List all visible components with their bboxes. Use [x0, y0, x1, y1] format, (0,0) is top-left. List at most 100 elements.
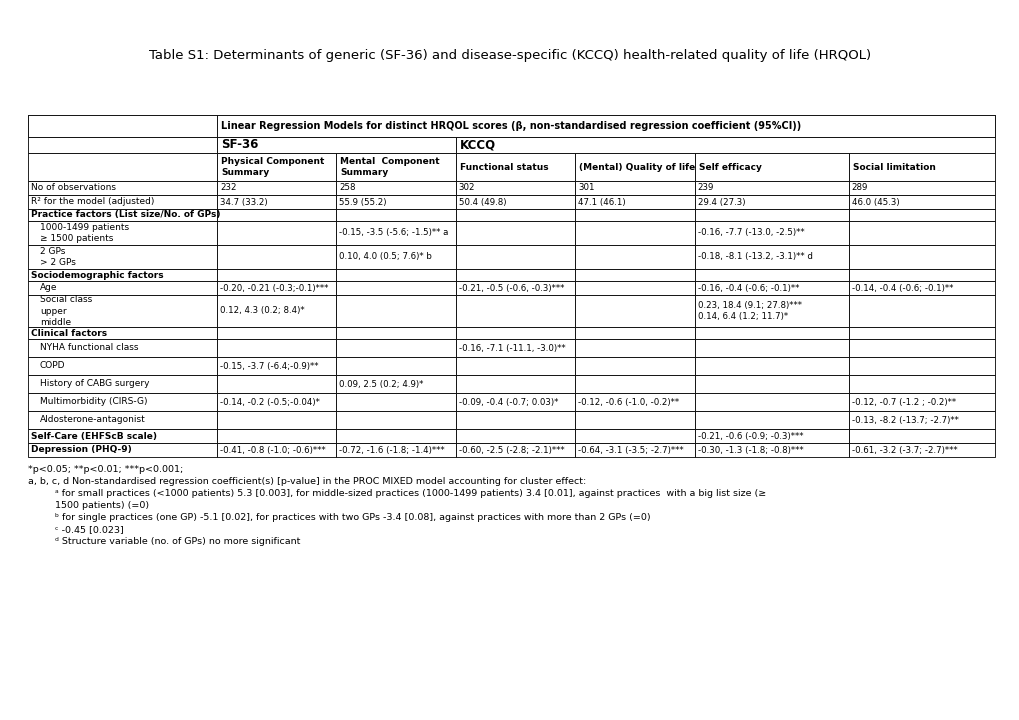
- Bar: [28, 115, 994, 137]
- Bar: [336, 209, 455, 221]
- Bar: [848, 245, 994, 269]
- Text: Aldosterone-antagonist: Aldosterone-antagonist: [40, 415, 146, 425]
- Bar: [336, 375, 455, 393]
- Bar: [848, 195, 994, 209]
- Bar: [575, 245, 694, 269]
- Bar: [694, 269, 848, 281]
- Bar: [848, 269, 994, 281]
- Bar: [28, 153, 217, 181]
- Bar: [217, 181, 336, 195]
- Bar: [455, 429, 575, 443]
- Bar: [848, 357, 994, 375]
- Text: 1500 patients) (=0): 1500 patients) (=0): [28, 501, 149, 510]
- Bar: [694, 411, 848, 429]
- Bar: [28, 281, 217, 295]
- Bar: [336, 269, 455, 281]
- Bar: [694, 375, 848, 393]
- Text: R² for the model (adjusted): R² for the model (adjusted): [31, 197, 154, 207]
- Text: -0.13, -8.2 (-13.7; -2.7)**: -0.13, -8.2 (-13.7; -2.7)**: [851, 415, 958, 425]
- Bar: [575, 443, 694, 457]
- Bar: [694, 327, 848, 339]
- Bar: [455, 281, 575, 295]
- Bar: [455, 269, 575, 281]
- Text: 34.7 (33.2): 34.7 (33.2): [220, 197, 267, 207]
- Bar: [28, 327, 217, 339]
- Bar: [455, 221, 575, 245]
- Bar: [694, 429, 848, 443]
- Bar: [575, 375, 694, 393]
- Bar: [694, 281, 848, 295]
- Bar: [455, 153, 575, 181]
- Bar: [455, 295, 575, 327]
- Bar: [336, 281, 455, 295]
- Text: -0.16, -7.7 (-13.0, -2.5)**: -0.16, -7.7 (-13.0, -2.5)**: [697, 228, 803, 238]
- Text: 0.12, 4.3 (0.2; 8.4)*: 0.12, 4.3 (0.2; 8.4)*: [220, 307, 305, 315]
- Bar: [848, 221, 994, 245]
- Text: Table S1: Determinants of generic (SF-36) and disease-specific (KCCQ) health-rel: Table S1: Determinants of generic (SF-36…: [149, 48, 870, 61]
- Bar: [217, 339, 336, 357]
- Bar: [336, 443, 455, 457]
- Bar: [217, 393, 336, 411]
- Bar: [694, 181, 848, 195]
- Text: -0.72, -1.6 (-1.8; -1.4)***: -0.72, -1.6 (-1.8; -1.4)***: [339, 446, 444, 454]
- Text: 47.1 (46.1): 47.1 (46.1): [578, 197, 626, 207]
- Bar: [336, 295, 455, 327]
- Text: Linear Regression Models for distinct HRQOL scores (β, non-standardised regressi: Linear Regression Models for distinct HR…: [221, 121, 801, 131]
- Bar: [28, 357, 217, 375]
- Bar: [28, 393, 217, 411]
- Bar: [848, 429, 994, 443]
- Bar: [694, 153, 848, 181]
- Bar: [217, 295, 336, 327]
- Text: -0.30, -1.3 (-1.8; -0.8)***: -0.30, -1.3 (-1.8; -0.8)***: [697, 446, 802, 454]
- Bar: [217, 245, 336, 269]
- Bar: [694, 245, 848, 269]
- Text: 232: 232: [220, 184, 236, 192]
- Text: Age: Age: [40, 284, 57, 292]
- Text: No of observations: No of observations: [31, 184, 116, 192]
- Bar: [217, 375, 336, 393]
- Text: History of CABG surgery: History of CABG surgery: [40, 379, 150, 389]
- Bar: [694, 221, 848, 245]
- Text: Physical Component
Summary: Physical Component Summary: [221, 157, 324, 177]
- Bar: [28, 221, 217, 245]
- Text: -0.61, -3.2 (-3.7; -2.7)***: -0.61, -3.2 (-3.7; -2.7)***: [851, 446, 957, 454]
- Bar: [575, 195, 694, 209]
- Bar: [455, 375, 575, 393]
- Text: ᶜ -0.45 [0.023]: ᶜ -0.45 [0.023]: [28, 525, 123, 534]
- Text: 301: 301: [578, 184, 594, 192]
- Bar: [575, 429, 694, 443]
- Text: -0.12, -0.7 (-1.2 ; -0.2)**: -0.12, -0.7 (-1.2 ; -0.2)**: [851, 397, 955, 407]
- Bar: [575, 411, 694, 429]
- Text: SF-36: SF-36: [221, 138, 258, 151]
- Bar: [336, 153, 455, 181]
- Bar: [28, 375, 217, 393]
- Bar: [217, 327, 336, 339]
- Text: Depression (PHQ-9): Depression (PHQ-9): [31, 446, 131, 454]
- Text: -0.18, -8.1 (-13.2, -3.1)** d: -0.18, -8.1 (-13.2, -3.1)** d: [697, 253, 811, 261]
- Text: -0.60, -2.5 (-2.8; -2.1)***: -0.60, -2.5 (-2.8; -2.1)***: [459, 446, 564, 454]
- Bar: [336, 429, 455, 443]
- Bar: [28, 269, 217, 281]
- Text: 239: 239: [697, 184, 713, 192]
- Bar: [336, 245, 455, 269]
- Text: -0.14, -0.4 (-0.6; -0.1)**: -0.14, -0.4 (-0.6; -0.1)**: [851, 284, 952, 292]
- Text: (Mental) Quality of life: (Mental) Quality of life: [579, 163, 695, 171]
- Bar: [575, 327, 694, 339]
- Bar: [336, 221, 455, 245]
- Bar: [575, 357, 694, 375]
- Bar: [848, 181, 994, 195]
- Text: ᵇ for single practices (one GP) -5.1 [0.02], for practices with two GPs -3.4 [0.: ᵇ for single practices (one GP) -5.1 [0.…: [28, 513, 650, 522]
- Text: -0.15, -3.5 (-5.6; -1.5)** a: -0.15, -3.5 (-5.6; -1.5)** a: [339, 228, 448, 238]
- Bar: [455, 181, 575, 195]
- Bar: [848, 393, 994, 411]
- Text: *p<0.05; **p<0.01; ***p<0.001;: *p<0.05; **p<0.01; ***p<0.001;: [28, 465, 183, 474]
- Text: -0.16, -0.4 (-0.6; -0.1)**: -0.16, -0.4 (-0.6; -0.1)**: [697, 284, 798, 292]
- Bar: [336, 195, 455, 209]
- Bar: [575, 339, 694, 357]
- Bar: [28, 429, 217, 443]
- Bar: [455, 357, 575, 375]
- Bar: [455, 339, 575, 357]
- Bar: [217, 195, 336, 209]
- Bar: [694, 443, 848, 457]
- Bar: [28, 209, 217, 221]
